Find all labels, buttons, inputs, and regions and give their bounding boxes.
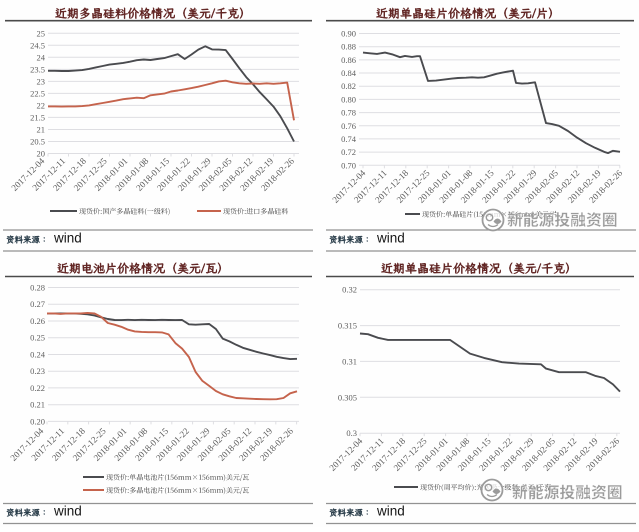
svg-text:wind: wind [376,231,405,246]
svg-text:0.88: 0.88 [341,42,356,52]
svg-text:0.27: 0.27 [30,299,45,309]
svg-text:0.31: 0.31 [342,356,357,366]
svg-text:0.23: 0.23 [30,366,45,376]
svg-text:wind: wind [376,504,405,519]
svg-text:0.26: 0.26 [30,316,45,326]
svg-text:20.5: 20.5 [30,137,45,147]
svg-text:0.86: 0.86 [341,55,356,65]
svg-text:0.90: 0.90 [341,29,356,39]
svg-text:wind: wind [53,504,82,519]
svg-text:23: 23 [37,76,46,86]
svg-text:0.70: 0.70 [341,160,356,170]
svg-text:0.82: 0.82 [341,81,356,91]
svg-text:0.78: 0.78 [341,108,356,118]
svg-text:0.3: 0.3 [346,428,357,438]
svg-text:wind: wind [53,231,82,246]
svg-text:0.21: 0.21 [30,400,45,410]
svg-text:21: 21 [37,125,46,135]
svg-text:0.20: 0.20 [30,416,45,426]
svg-text:23.5: 23.5 [30,64,45,74]
svg-text:24: 24 [37,52,46,62]
svg-text:22: 22 [37,100,46,110]
svg-text:25: 25 [37,28,46,38]
svg-text:21.5: 21.5 [30,112,45,122]
svg-text:0.84: 0.84 [341,68,357,78]
svg-text:0.24: 0.24 [30,350,46,360]
svg-text:0.74: 0.74 [341,134,357,144]
svg-text:0.32: 0.32 [342,285,357,295]
svg-text:0.315: 0.315 [338,321,357,331]
svg-text:0.305: 0.305 [338,392,357,402]
svg-text:0.72: 0.72 [341,147,356,157]
svg-text:0.22: 0.22 [30,383,45,393]
svg-text:22.5: 22.5 [30,88,45,98]
svg-text:20: 20 [37,149,46,159]
svg-text:0.80: 0.80 [341,94,356,104]
svg-text:24.5: 24.5 [30,40,45,50]
svg-text:0.25: 0.25 [30,333,45,343]
svg-text:0.76: 0.76 [341,121,356,131]
svg-text:0.28: 0.28 [30,283,45,293]
